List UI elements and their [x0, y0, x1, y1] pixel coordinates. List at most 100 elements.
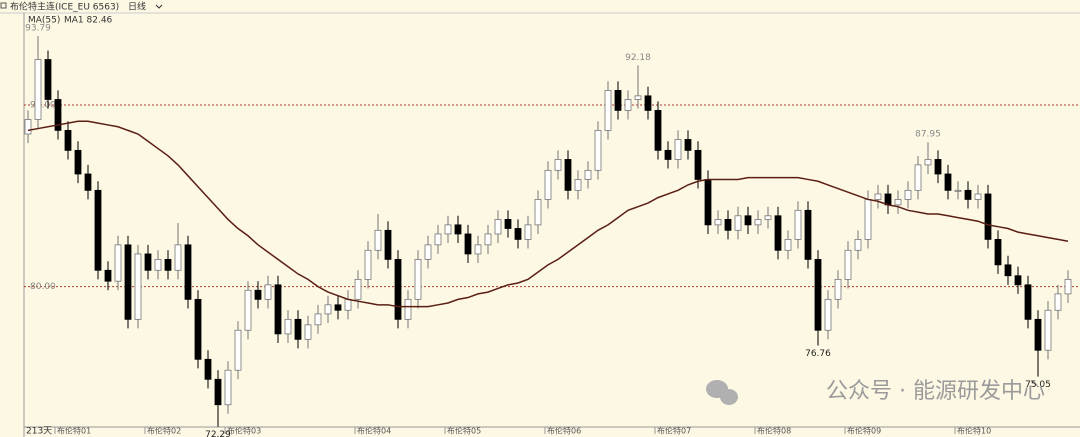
candle-body: [974, 193, 982, 200]
candle-body: [84, 173, 92, 191]
candle-body: [554, 159, 562, 171]
extreme-label: 87.95: [915, 130, 941, 140]
candle-body: [634, 95, 642, 100]
chart-title: 布伦特主连(ICE_EU 6563): [10, 1, 119, 13]
period-label[interactable]: 日线: [128, 1, 146, 13]
candle-body: [624, 99, 632, 111]
candle-body: [344, 298, 352, 311]
candle-body: [214, 378, 222, 406]
candle-body: [874, 193, 882, 200]
candle-body: [44, 59, 52, 100]
candle-body: [514, 228, 522, 240]
candle-body: [1034, 318, 1042, 351]
candle-body: [984, 193, 992, 240]
x-tick-label: 布伦特04: [357, 426, 391, 436]
candle-body: [934, 159, 942, 175]
candle-body: [1024, 284, 1032, 320]
candle-body: [584, 169, 592, 180]
candle-body: [844, 249, 852, 280]
candle-body: [864, 199, 872, 240]
candle-body: [294, 318, 302, 340]
candle-body: [764, 215, 772, 220]
candle-body: [674, 139, 682, 160]
candle-body: [154, 258, 162, 271]
candle-body: [474, 244, 482, 255]
candle-body: [704, 179, 712, 226]
candle-body: [854, 239, 862, 251]
candle-body: [124, 244, 132, 320]
x-tick-label: 布伦特07: [657, 426, 691, 436]
dropdown-arrow[interactable]: [155, 4, 163, 9]
candle-body: [484, 233, 492, 246]
candle-body: [994, 239, 1002, 266]
candle-body: [454, 224, 462, 235]
candle-body: [724, 219, 732, 231]
candle-body: [114, 244, 122, 282]
candle-body: [304, 324, 312, 340]
candle-body: [424, 244, 432, 260]
candle-body: [534, 199, 542, 226]
candle-body: [1064, 278, 1072, 295]
candle-body: [64, 129, 72, 151]
candle-body: [394, 258, 402, 320]
ma-line: [27, 120, 1069, 308]
candle-body: [714, 219, 722, 226]
candle-body: [574, 179, 582, 191]
candle-body: [904, 189, 912, 200]
candle-body: [944, 173, 952, 191]
candle-body: [894, 199, 902, 206]
candle-body: [774, 215, 782, 251]
candle-body: [884, 193, 892, 206]
candle-body: [204, 358, 212, 380]
extreme-label: 76.76: [805, 349, 831, 359]
candle-body: [794, 209, 802, 240]
candle-body: [604, 90, 612, 131]
candle-body: [694, 149, 702, 180]
extreme-label: 92.18: [625, 53, 651, 63]
candle-body: [1044, 309, 1052, 351]
x-tick-label: 布伦特05: [447, 426, 481, 436]
candle-body: [324, 304, 332, 315]
candle-body: [74, 149, 82, 175]
candle-body: [144, 253, 152, 271]
candle-body: [224, 369, 232, 406]
y-tick-label: 90.00: [30, 100, 56, 110]
x-tick-label: 布伦特02: [147, 426, 181, 436]
candle-body: [594, 129, 602, 171]
candle-body: [134, 253, 142, 320]
extreme-label: 93.79: [25, 24, 51, 34]
candle-body: [754, 219, 762, 226]
x-tick-label: 布伦特09: [847, 426, 881, 436]
candle-body: [284, 318, 292, 335]
candle-body: [1004, 264, 1012, 277]
candle-body: [234, 329, 242, 371]
candle-body: [1014, 275, 1022, 286]
extreme-label: 72.29: [205, 430, 231, 437]
candle-body: [314, 313, 322, 326]
x-tick-label: 布伦特01: [57, 426, 91, 436]
x-tick-label: 布伦特10: [957, 426, 991, 436]
watermark-icon: [706, 380, 738, 405]
candle-body: [364, 249, 372, 280]
menu-icon[interactable]: [0, 2, 7, 9]
candle-body: [404, 298, 412, 320]
candle-body: [684, 139, 692, 151]
candle-body: [354, 278, 362, 300]
candle-body: [544, 169, 552, 200]
candle-body: [444, 224, 452, 235]
x-tick-label: 布伦特08: [757, 426, 791, 436]
candle-body: [644, 95, 652, 111]
candle-body: [954, 189, 962, 192]
candle-body: [654, 109, 662, 151]
candle-body: [254, 289, 262, 300]
candle-body: [804, 209, 812, 260]
ma-label: MA1 82.46: [64, 16, 113, 26]
candle-body: [414, 258, 422, 300]
candle-body: [464, 233, 472, 255]
count-label: 213天: [26, 427, 52, 437]
candle-body: [104, 269, 112, 282]
candle-body: [274, 284, 282, 335]
candle-body: [434, 233, 442, 246]
candle-body: [244, 289, 252, 331]
